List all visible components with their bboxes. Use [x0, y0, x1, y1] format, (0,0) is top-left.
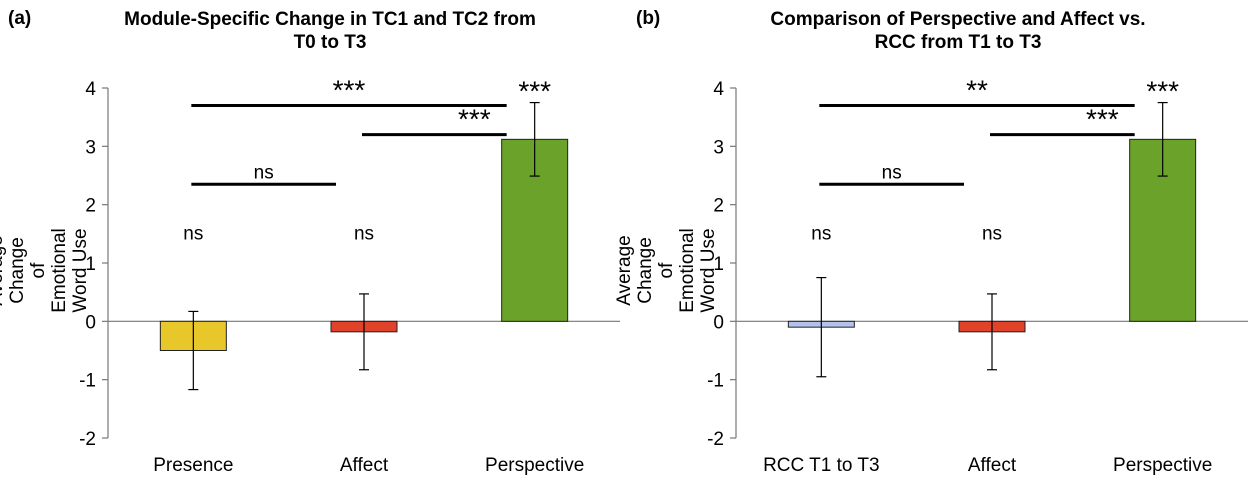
y-tick-label: 0: [713, 312, 724, 333]
chart-panel-a: (a) Module-Specific Change in TC1 and TC…: [0, 8, 620, 476]
chart-plot: 4 3 2 1 0 -1 -2 Presence ns Affect ns Perspective **…: [79, 75, 620, 476]
y-tick-label: 0: [85, 312, 96, 333]
significance-label: ns: [183, 224, 203, 245]
y-tick-label: 3: [713, 137, 724, 158]
panel-label: (a): [8, 8, 32, 29]
x-category-label: Affect: [340, 455, 389, 476]
significance-label: ns: [354, 224, 374, 245]
y-tick-label: -1: [79, 371, 96, 392]
significance-label: ***: [518, 76, 551, 107]
comparison-label: ns: [882, 162, 902, 183]
x-category-label: Perspective: [1113, 455, 1212, 476]
chart-panel-b: (b) Comparison of Perspective and Affect…: [614, 0, 1256, 479]
x-category-label: Perspective: [485, 455, 584, 476]
chart-plot: 4 3 2 1 0 -1 -2 RCC T1 to T3 ns Affect ns Perspecti…: [707, 75, 1248, 476]
chart-title: Module-Specific Change in TC1 and TC2 fr…: [124, 9, 536, 53]
y-tick-label: 1: [713, 254, 724, 275]
comparison-label: **: [966, 75, 988, 106]
x-category-label: RCC T1 to T3: [763, 455, 880, 476]
comparison-label: ***: [333, 75, 366, 106]
x-category-label: Affect: [968, 455, 1017, 476]
y-tick-label: -2: [707, 429, 724, 450]
x-category-label: Presence: [153, 455, 233, 476]
y-tick-label: 3: [85, 137, 96, 158]
panel-label: (b): [636, 8, 661, 29]
comparison-label: ***: [458, 104, 491, 135]
significance-label: ns: [811, 224, 831, 245]
comparison-label: ***: [1086, 104, 1119, 135]
significance-label: ***: [1146, 76, 1179, 107]
y-tick-label: 2: [713, 196, 724, 217]
comparison-label: ns: [254, 162, 274, 183]
y-tick-label: -2: [79, 429, 96, 450]
y-tick-label: 2: [85, 196, 96, 217]
y-tick-label: 1: [85, 254, 96, 275]
y-tick-label: -1: [707, 371, 724, 392]
significance-label: ns: [982, 224, 1002, 245]
chart-title: Comparison of Perspective and Affect vs.…: [770, 9, 1146, 53]
y-tick-label: 4: [85, 79, 96, 100]
y-tick-label: 4: [713, 79, 724, 100]
